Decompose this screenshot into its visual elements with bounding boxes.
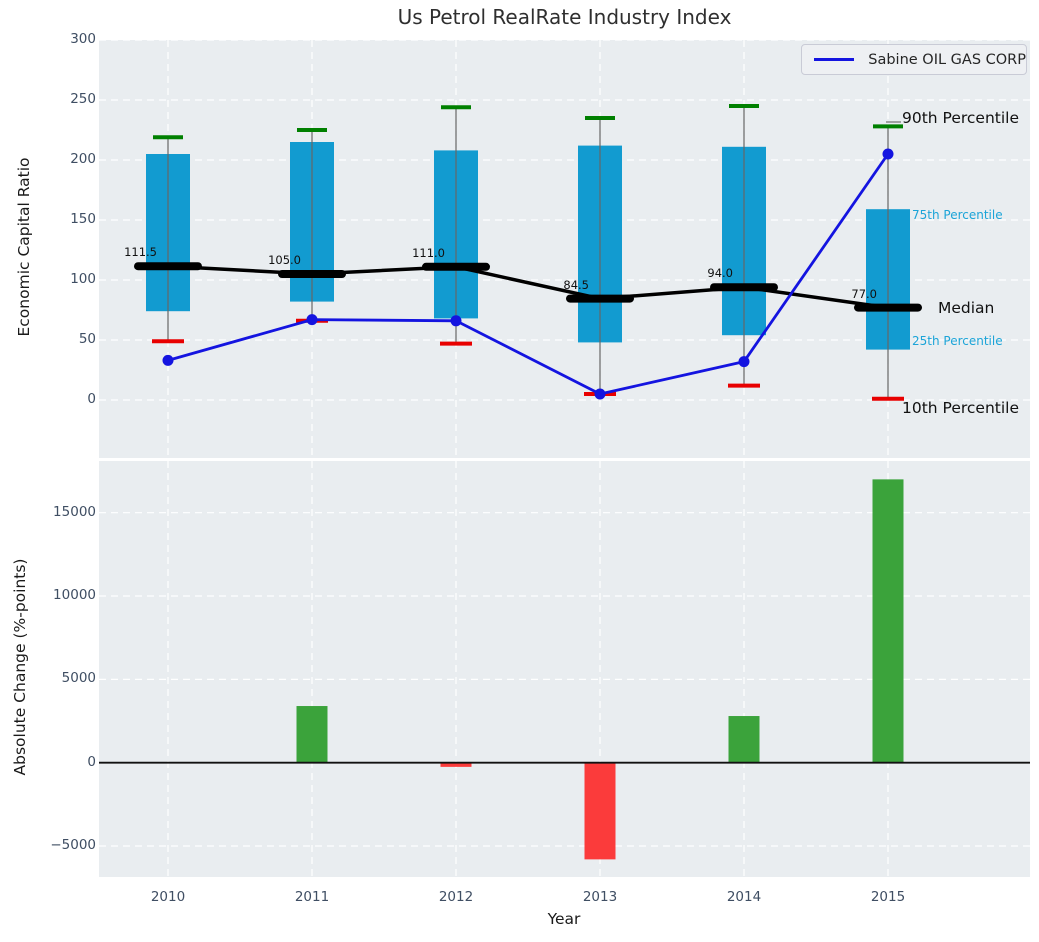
- sabine-marker: [162, 354, 174, 366]
- median-connector-line: [167, 264, 889, 310]
- x-tick-label: 2010: [150, 889, 186, 905]
- y-tick-label: 100: [70, 271, 96, 287]
- x-tick-label: 2013: [582, 889, 618, 905]
- y-tick-label: 50: [78, 331, 96, 347]
- median-value-label: 94.0: [707, 266, 733, 281]
- median-value-label: 105.0: [268, 253, 301, 267]
- y-tick-label: 5000: [61, 670, 96, 687]
- bottom-y-axis-title: Absolute Change (%-points): [11, 558, 29, 776]
- y-tick-label: 200: [70, 151, 96, 167]
- median-value-label: 84.5: [563, 277, 589, 292]
- sabine-marker: [594, 388, 606, 400]
- median-value-label: 111.0: [412, 245, 445, 260]
- annotation-median: Median: [938, 299, 995, 317]
- x-tick-label: 2011: [294, 889, 330, 905]
- sabine-marker: [450, 315, 462, 327]
- change-bar-positive: [296, 706, 328, 763]
- x-tick-label: 2014: [726, 889, 762, 905]
- annotation-10th-percentile: 10th Percentile: [902, 399, 1020, 417]
- y-tick-label: 10000: [53, 587, 96, 604]
- y-tick-label: 0: [87, 753, 96, 770]
- sabine-marker: [738, 356, 750, 368]
- median-value-label: 111.5: [124, 245, 157, 260]
- chart-title: Us Petrol RealRate Industry Index: [397, 5, 732, 29]
- y-tick-label: 300: [70, 31, 96, 47]
- y-tick-label: −5000: [50, 837, 96, 854]
- sabine-line: [167, 153, 890, 396]
- change-bar-negative: [584, 762, 616, 860]
- y-tick-label: 150: [70, 211, 96, 227]
- legend-line-sample: [814, 58, 855, 61]
- median-value-label: 77.0: [851, 286, 877, 301]
- change-bar-positive: [872, 479, 904, 763]
- top-y-axis-title: Economic Capital Ratio: [15, 157, 33, 337]
- legend-label: Sabine OIL GAS CORP: [868, 51, 1026, 68]
- change-bar-positive: [728, 716, 760, 763]
- annotation-75th-percentile: 75th Percentile: [912, 208, 1003, 222]
- sabine-marker: [882, 148, 894, 160]
- annotation-90th-percentile: 90th Percentile: [902, 109, 1020, 127]
- y-tick-label: 250: [70, 91, 96, 107]
- x-tick-label: 2012: [438, 889, 474, 905]
- legend: Sabine OIL GAS CORP: [801, 44, 1027, 75]
- y-tick-label: 0: [87, 391, 96, 407]
- x-tick-label: 2015: [870, 889, 906, 905]
- x-axis-title: Year: [547, 910, 581, 928]
- sabine-marker: [306, 314, 318, 326]
- y-tick-label: 15000: [53, 503, 96, 520]
- change-bar-negative: [440, 762, 472, 767]
- annotation-25th-percentile: 25th Percentile: [912, 334, 1003, 348]
